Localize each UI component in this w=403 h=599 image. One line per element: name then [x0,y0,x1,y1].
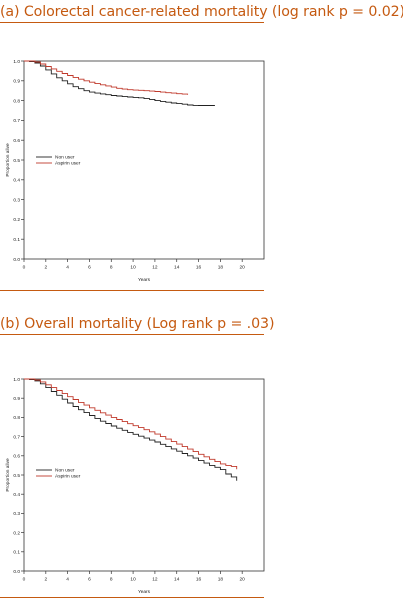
y-tick-label: 0.6 [13,454,20,460]
x-tick-label: 16 [196,265,202,271]
y-tick-label: 0.6 [13,138,20,144]
y-tick-label: 0.5 [13,473,20,479]
y-tick-label: 0.5 [13,158,20,164]
x-tick-label: 16 [196,577,202,583]
legend-label-aspirin-user: Aspirin user [55,161,81,167]
series-line-non-user [24,378,238,481]
y-tick-label: 1.0 [13,377,20,383]
x-tick-label: 18 [218,577,224,583]
y-tick-label: 0.7 [13,434,20,440]
series-line-aspirin-user [24,378,238,470]
y-tick-label: 0.4 [13,492,20,498]
y-tick-label: 0.0 [13,257,20,263]
x-tick-label: 6 [88,577,91,583]
panel-a-title: (a) Colorectal cancer-related mortality … [0,4,403,20]
x-tick-label: 12 [152,265,158,271]
x-tick-label: 0 [23,265,26,271]
x-tick-label: 0 [23,577,26,583]
panel-a-survival-chart: 0.0 0.1 0.2 0.3 0.4 0.5 0.6 0.7 0.8 0.9 1.0 0 2 4 6 8 10… [5,59,265,283]
legend-label-aspirin-user: Aspirin user [55,474,81,480]
y-tick-label: 0.4 [13,178,20,184]
y-axis-title: Proportion alive [5,458,11,492]
series-line-non-user [24,60,215,106]
y-tick-label: 0.9 [13,396,20,402]
y-tick-label: 1.0 [13,59,20,65]
x-tick-label: 10 [130,577,136,583]
x-tick-label: 20 [240,265,246,271]
x-tick-label: 14 [174,265,180,271]
x-tick-label: 12 [152,577,158,583]
x-tick-label: 14 [174,577,180,583]
panel-b-survival-chart: 0.0 0.1 0.2 0.3 0.4 0.5 0.6 0.7 0.8 0.9 1.0 0 2 4 6 8 10… [5,377,265,595]
y-tick-label: 0.9 [13,79,20,85]
x-tick-label: 2 [44,265,47,271]
panel-a-divider [0,290,264,291]
y-tick-label: 0.8 [13,415,20,421]
y-tick-label: 0.7 [13,118,20,124]
y-axis-title: Proportion alive [5,143,11,177]
x-tick-label: 4 [66,577,69,583]
y-tick-label: 0.1 [13,550,20,556]
x-axis-title: Years [138,589,151,595]
x-tick-label: 8 [110,577,113,583]
legend-label-non-user: Non user [55,468,75,474]
x-axis-title: Years [138,277,151,283]
x-tick-label: 2 [44,577,47,583]
y-tick-label: 0.8 [13,98,20,104]
y-tick-label: 0.1 [13,237,20,243]
panel-b-title: (b) Overall mortality (Log rank p = .03) [0,316,275,332]
x-tick-label: 10 [130,265,136,271]
y-tick-label: 0.2 [13,217,20,223]
y-tick-label: 0.0 [13,569,20,575]
y-tick-label: 0.3 [13,511,20,517]
y-tick-label: 0.3 [13,197,20,203]
panel-b-divider [0,597,264,598]
x-tick-label: 4 [66,265,69,271]
y-tick-label: 0.2 [13,530,20,536]
legend-label-non-user: Non user [55,155,75,161]
panel-a-title-underline [0,22,264,23]
x-tick-label: 20 [240,577,246,583]
x-tick-label: 8 [110,265,113,271]
x-tick-label: 6 [88,265,91,271]
x-tick-label: 18 [218,265,224,271]
series-line-aspirin-user [24,60,189,95]
panel-b-title-underline [0,334,264,335]
